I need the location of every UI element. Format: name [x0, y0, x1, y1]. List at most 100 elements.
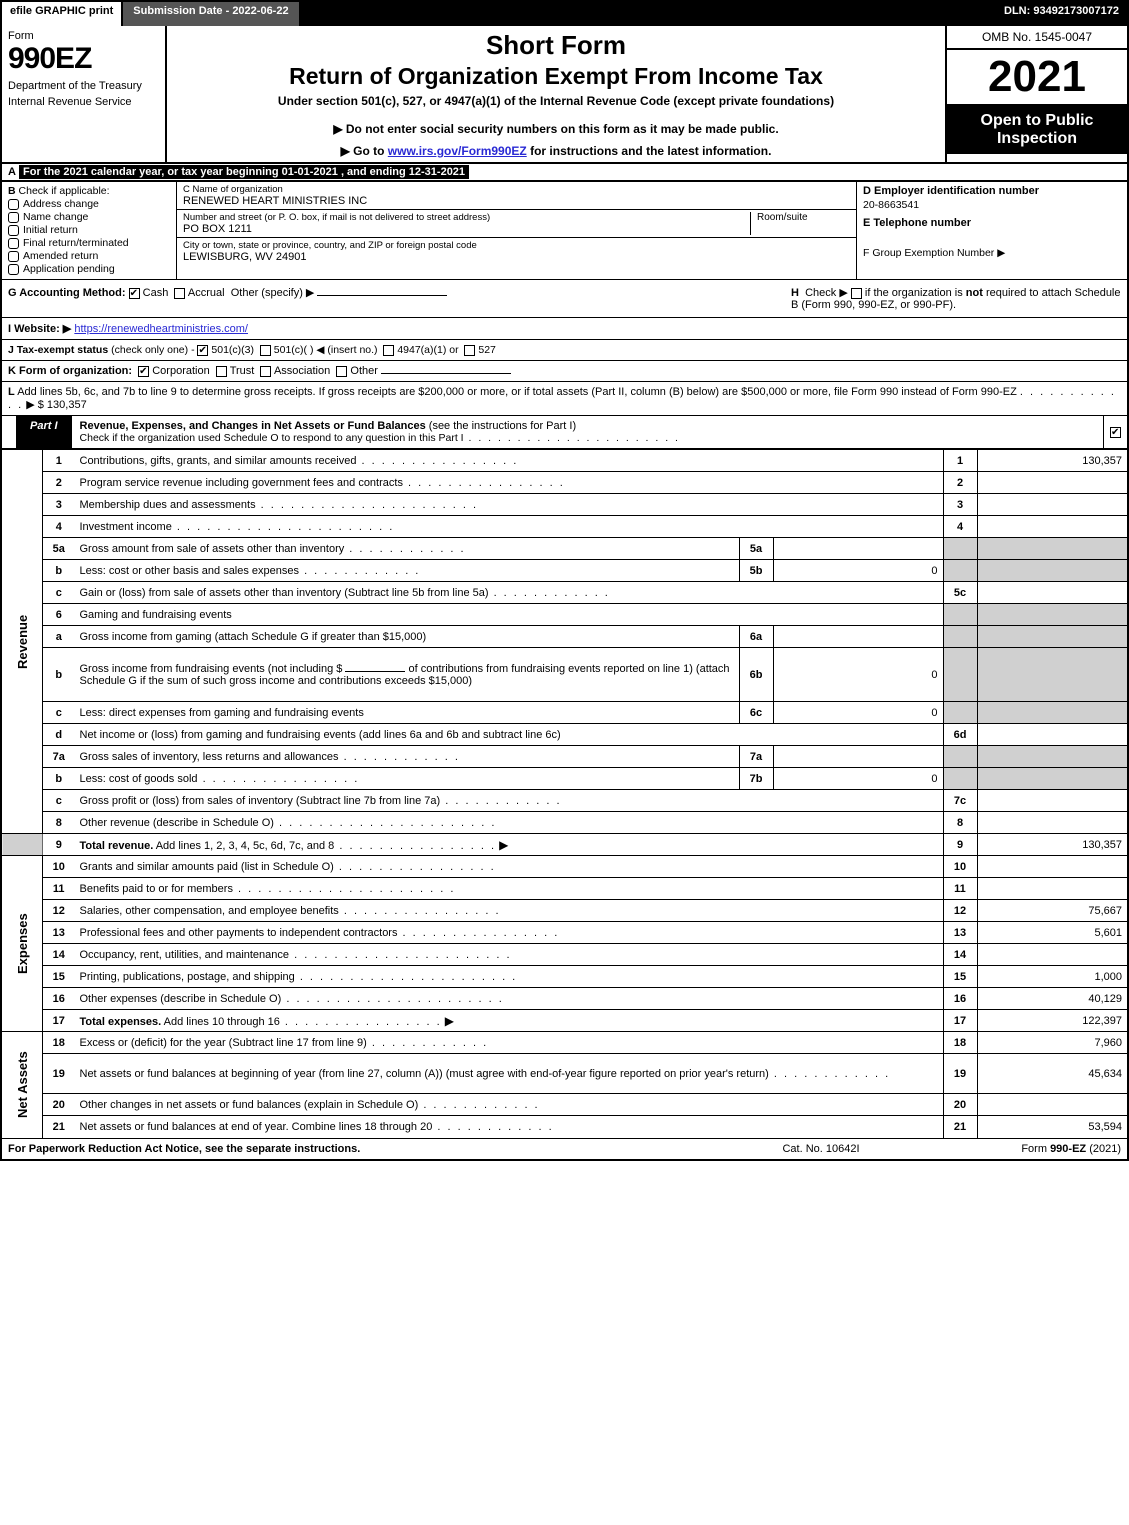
sub-num: 5a — [739, 538, 773, 560]
val-col — [977, 944, 1127, 966]
501c-label: 501(c)( ) ◀ (insert no.) — [274, 344, 378, 356]
num-col: 5c — [943, 582, 977, 604]
h-text1: Check ▶ — [805, 287, 848, 299]
other-specify-line — [317, 295, 447, 296]
arrow-icon: ▶ — [445, 1014, 454, 1028]
dots — [198, 773, 360, 785]
topbar-spacer — [301, 2, 996, 26]
line-desc: Grants and similar amounts paid (list in… — [80, 861, 334, 873]
h-label: H — [791, 287, 799, 299]
website-link[interactable]: https://renewedheartministries.com/ — [74, 323, 248, 335]
cb-amended-return[interactable]: Amended return — [8, 250, 170, 262]
row-k: K Form of organization: Corporation Trus… — [2, 361, 1127, 382]
row-bcd: B Check if applicable: Address change Na… — [2, 181, 1127, 280]
line-desc: Benefits paid to or for members — [80, 883, 233, 895]
line-desc: Contributions, gifts, grants, and simila… — [80, 455, 357, 467]
line-desc: Add lines 1, 2, 3, 4, 5c, 6d, 7c, and 8 — [156, 840, 335, 852]
section-a: A For the 2021 calendar year, or tax yea… — [2, 164, 1127, 181]
dots — [339, 751, 460, 763]
other-org-label: Other — [350, 365, 378, 377]
submission-date: Submission Date - 2022-06-22 — [123, 2, 300, 26]
part-i-title-text: Revenue, Expenses, and Changes in Net As… — [80, 420, 426, 432]
dots — [432, 1121, 553, 1133]
527-checkbox[interactable] — [464, 345, 475, 356]
h-not: not — [966, 287, 983, 299]
schedule-o-checkbox[interactable] — [1110, 427, 1121, 438]
col-d: D Employer identification number 20-8663… — [857, 182, 1127, 279]
501c3-checkbox[interactable] — [197, 345, 208, 356]
accrual-checkbox[interactable] — [174, 288, 185, 299]
line-num: 9 — [43, 834, 75, 856]
efile-label: efile GRAPHIC print — [2, 2, 123, 26]
j-sub: (check only one) - — [111, 344, 194, 356]
col-g: G Accounting Method: Cash Accrual Other … — [8, 286, 791, 311]
num-col-grey — [943, 560, 977, 582]
b-label: B — [8, 185, 16, 197]
sidebar-expenses: Expenses — [2, 856, 43, 1032]
line-desc: Salaries, other compensation, and employ… — [80, 905, 339, 917]
dots — [418, 1099, 539, 1111]
assoc-checkbox[interactable] — [260, 366, 271, 377]
form-word: Form — [8, 30, 159, 42]
col-b: B Check if applicable: Address change Na… — [2, 182, 177, 279]
line-num: c — [43, 790, 75, 812]
line-desc: Less: direct expenses from gaming and fu… — [80, 707, 364, 719]
val-col-grey — [977, 768, 1127, 790]
dots — [367, 1037, 488, 1049]
section-a-text: For the 2021 calendar year, or tax year … — [19, 165, 469, 179]
val-col-grey — [977, 746, 1127, 768]
sub-num: 7a — [739, 746, 773, 768]
cb-final-return[interactable]: Final return/terminated — [8, 237, 170, 249]
527-label: 527 — [478, 344, 496, 356]
num-col: 3 — [943, 494, 977, 516]
num-col: 9 — [943, 834, 977, 856]
4947-checkbox[interactable] — [383, 345, 394, 356]
footer-right-form: 990-EZ — [1050, 1143, 1086, 1155]
col-h: H Check ▶ if the organization is not req… — [791, 286, 1121, 311]
dots — [256, 499, 478, 511]
trust-label: Trust — [230, 365, 255, 377]
sub-val: 0 — [773, 648, 943, 702]
corp-checkbox[interactable] — [138, 366, 149, 377]
num-col: 4 — [943, 516, 977, 538]
line-desc: Other expenses (describe in Schedule O) — [80, 993, 282, 1005]
cash-checkbox[interactable] — [129, 288, 140, 299]
assoc-label: Association — [274, 365, 330, 377]
form-page: efile GRAPHIC print Submission Date - 20… — [0, 0, 1129, 1161]
val-col-grey — [977, 560, 1127, 582]
checkbox-icon — [8, 238, 19, 249]
501c-checkbox[interactable] — [260, 345, 271, 356]
line-desc: Net income or (loss) from gaming and fun… — [80, 729, 561, 741]
dots — [289, 949, 511, 961]
h-checkbox[interactable] — [851, 288, 862, 299]
line-num: 3 — [43, 494, 75, 516]
num-col: 13 — [943, 922, 977, 944]
cb-application-pending[interactable]: Application pending — [8, 263, 170, 275]
dots — [233, 883, 455, 895]
cb-name-change[interactable]: Name change — [8, 211, 170, 223]
num-col: 16 — [943, 988, 977, 1010]
cb-initial-return[interactable]: Initial return — [8, 224, 170, 236]
line-num: c — [43, 702, 75, 724]
dots — [356, 455, 518, 467]
goto-link[interactable]: www.irs.gov/Form990EZ — [388, 144, 527, 158]
dots — [489, 587, 610, 599]
org-city: LEWISBURG, WV 24901 — [183, 251, 850, 263]
footer-center: Cat. No. 10642I — [721, 1143, 921, 1155]
cb-address-change[interactable]: Address change — [8, 198, 170, 210]
dots — [280, 1016, 442, 1028]
checkbox-icon — [8, 251, 19, 262]
other-checkbox[interactable] — [336, 366, 347, 377]
part-i-tab: Part I — [16, 416, 72, 448]
cb-label: Final return/terminated — [23, 237, 129, 249]
trust-checkbox[interactable] — [216, 366, 227, 377]
val-col: 45,634 — [977, 1054, 1127, 1094]
line-num: d — [43, 724, 75, 746]
line-desc: Less: cost of goods sold — [80, 773, 198, 785]
dln-label: DLN: 93492173007172 — [996, 2, 1127, 26]
val-col-grey — [977, 626, 1127, 648]
num-col: 6d — [943, 724, 977, 746]
cb-label: Initial return — [23, 224, 78, 236]
org-street: PO BOX 1211 — [183, 223, 750, 235]
line-num: 14 — [43, 944, 75, 966]
